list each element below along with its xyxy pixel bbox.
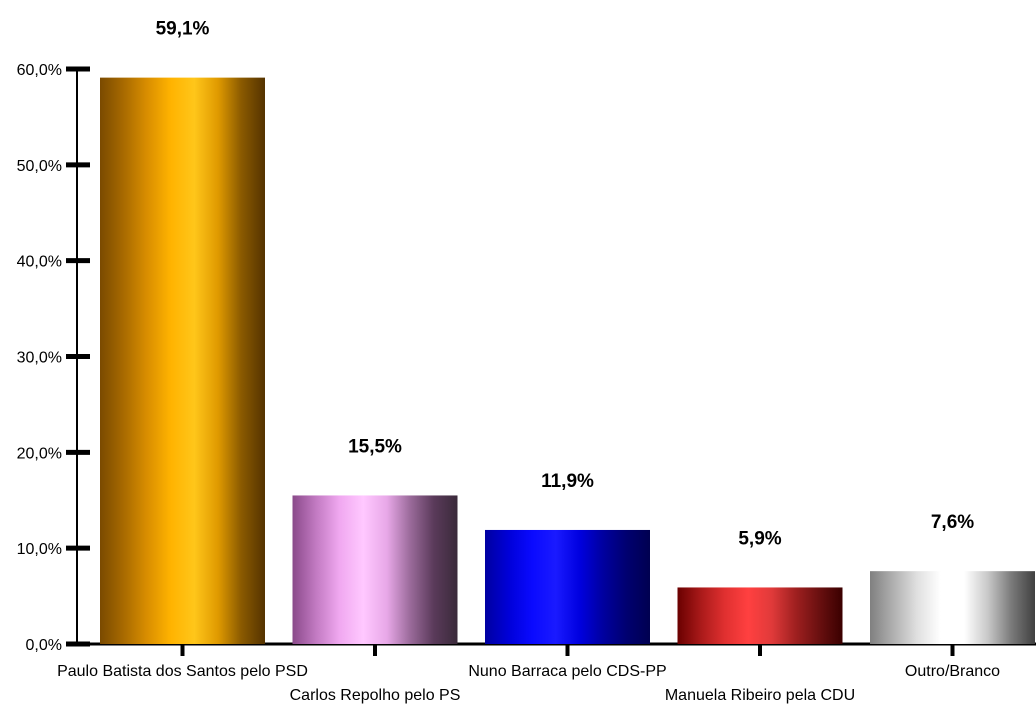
data-label: 7,6% xyxy=(931,512,974,533)
x-tick-label: Manuela Ribeiro pela CDU xyxy=(665,687,855,704)
bar xyxy=(870,571,1035,644)
data-label: 5,9% xyxy=(738,528,781,549)
y-tick-label: 10,0% xyxy=(17,541,62,558)
y-tick-label: 30,0% xyxy=(17,350,62,367)
x-tick-label: Paulo Batista dos Santos pelo PSD xyxy=(57,663,308,680)
y-tick-label: 50,0% xyxy=(17,158,62,175)
data-label: 15,5% xyxy=(348,436,402,457)
x-tick-label: Nuno Barraca pelo CDS-PP xyxy=(468,663,666,680)
bar xyxy=(485,529,650,644)
y-tick-label: 40,0% xyxy=(17,254,62,271)
bar xyxy=(100,77,265,644)
y-tick-label: 20,0% xyxy=(17,445,62,462)
data-label: 11,9% xyxy=(541,471,594,492)
x-tick-label: Carlos Repolho pelo PS xyxy=(290,687,461,704)
y-tick-label: 60,0% xyxy=(17,62,62,79)
x-tick-label: Outro/Branco xyxy=(905,663,1000,680)
bar xyxy=(677,587,843,644)
bar xyxy=(292,495,458,644)
data-label: 59,1% xyxy=(156,19,210,40)
y-tick-label: 0,0% xyxy=(26,637,62,654)
